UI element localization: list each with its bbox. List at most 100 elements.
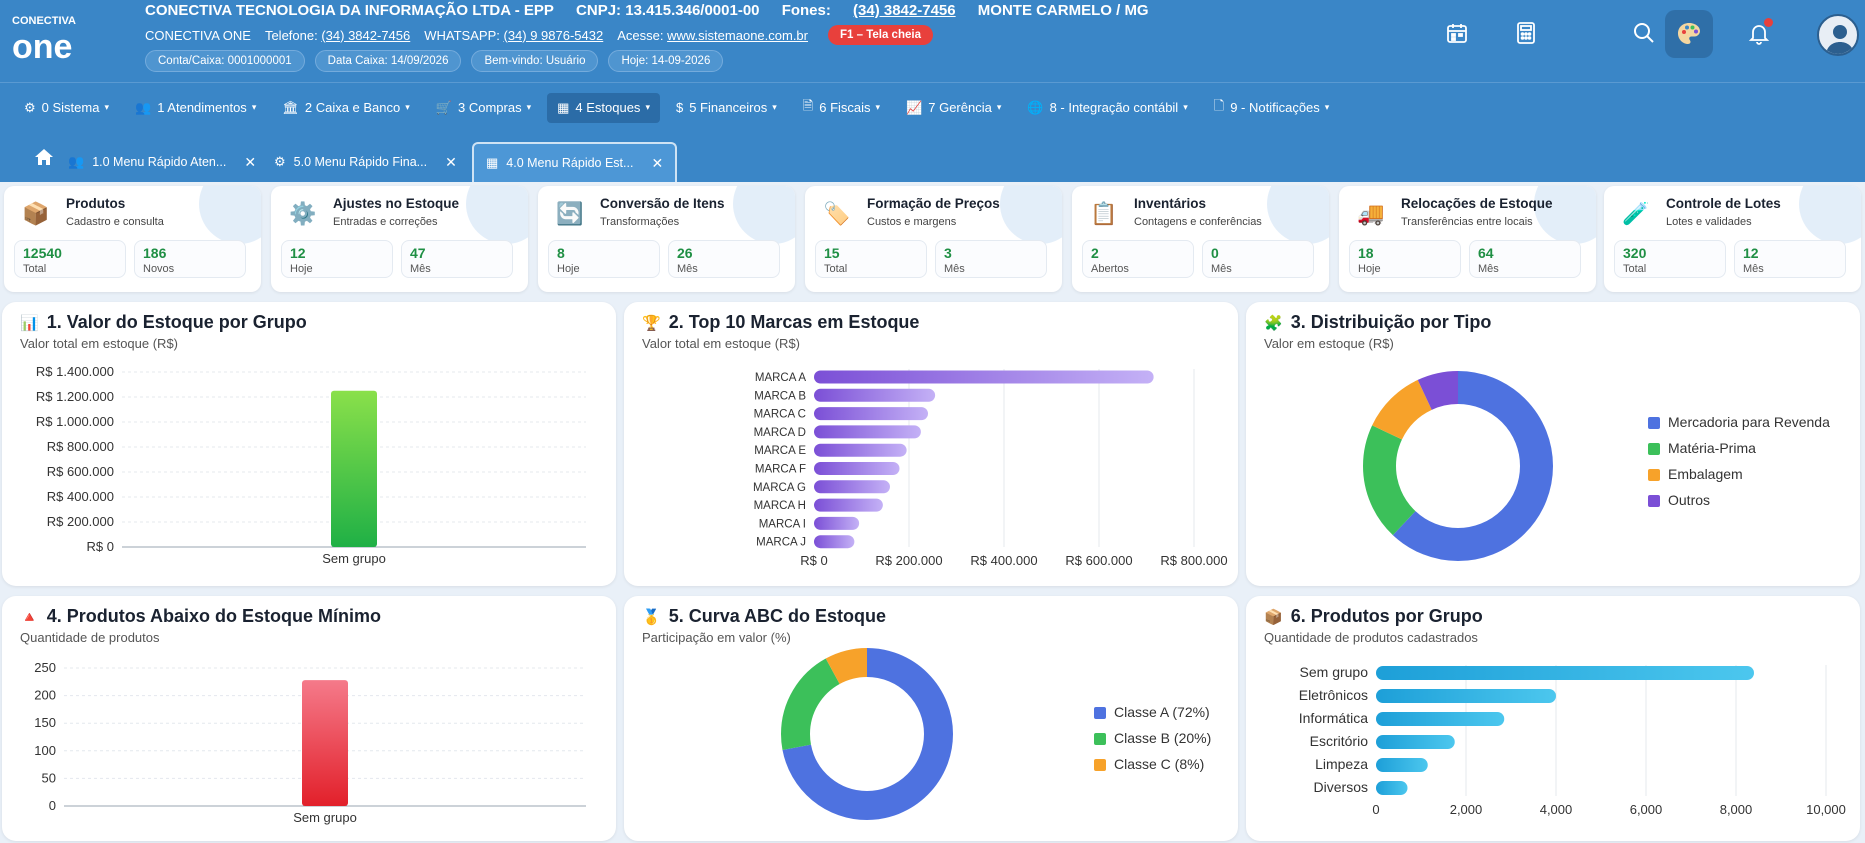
gear-icon: ⚙ bbox=[274, 154, 286, 169]
chart-top-marcas: R$ 0 R$ 200.000 R$ 400.000 R$ 600.000 R$ 800… bbox=[753, 369, 1228, 568]
tab-financeiros[interactable]: ⚙ 5.0 Menu Rápido Fina... ✕ bbox=[274, 153, 457, 170]
x-tick-label: 2,000 bbox=[1450, 802, 1483, 817]
close-icon[interactable]: ✕ bbox=[651, 154, 664, 171]
stat-box: 12 Hoje bbox=[281, 240, 393, 278]
telefone-link[interactable]: (34) 3842-7456 bbox=[321, 27, 411, 43]
palette-icon[interactable] bbox=[1665, 10, 1713, 58]
x-tick-label: 10,000 bbox=[1806, 802, 1846, 817]
stat-box: 186 Novos bbox=[134, 240, 246, 278]
y-tick-label: R$ 0 bbox=[87, 539, 114, 554]
donut-slice bbox=[781, 648, 953, 820]
stat-box: 26 Mês bbox=[668, 240, 780, 278]
menu-compras[interactable]: 🛒 3 Compras ▾ bbox=[435, 99, 532, 116]
y-category-label: Diversos bbox=[1314, 779, 1368, 795]
search-icon[interactable] bbox=[1627, 16, 1661, 50]
donut-slice bbox=[1363, 371, 1553, 561]
whatsapp-text: WHATSAPP: (34) 9 9876-5432 bbox=[424, 27, 604, 43]
x-tick-label: 8,000 bbox=[1720, 802, 1753, 817]
legend-swatch bbox=[1094, 733, 1106, 745]
card-formacao-precos[interactable]: 🏷️ Formação de Preços Custos e margens 1… bbox=[805, 186, 1062, 292]
user-avatar[interactable] bbox=[1817, 14, 1859, 56]
price-tag-icon: 🏷️ bbox=[823, 201, 851, 226]
menu-notificacoes[interactable]: 🗋 9 - Notificações ▾ bbox=[1204, 90, 1340, 126]
stat-box: 3 Mês bbox=[935, 240, 1047, 278]
tab-bar: 👥 1.0 Menu Rápido Aten... ✕ ⚙ 5.0 Menu Rápi… bbox=[0, 132, 1865, 182]
document-icon: 🗋 bbox=[1213, 97, 1225, 113]
legend-label: Mercadoria para Revenda bbox=[1668, 414, 1830, 430]
menu-gerencia[interactable]: 📈 7 Gerência ▾ bbox=[906, 99, 1002, 116]
chart-panel-produtos-grupo: 0 2,000 4,000 6,000 8,000 10,000 Sem grupo Elet… bbox=[1246, 596, 1860, 841]
close-icon[interactable]: ✕ bbox=[244, 153, 257, 170]
bank-icon: 🏛 bbox=[282, 99, 299, 115]
menu-sistema[interactable]: ⚙ 0 Sistema ▾ bbox=[24, 99, 109, 116]
bar bbox=[814, 516, 860, 530]
card-controle-lotes[interactable]: 🧪 Controle de Lotes Lotes e validades 32… bbox=[1604, 186, 1861, 292]
calendar-icon[interactable] bbox=[1440, 16, 1474, 50]
card-conversao-itens[interactable]: 🔄 Conversão de Itens Transformações 8 Hoj… bbox=[538, 186, 795, 292]
y-tick-label: 250 bbox=[34, 660, 56, 675]
chart-panel-curva-abc: Classe A (72%) Classe B (20%) Classe C (8%… bbox=[624, 596, 1238, 841]
website-link[interactable]: www.sistemaone.com.br bbox=[667, 27, 808, 43]
gear-icon: ⚙ bbox=[24, 99, 36, 115]
chart-panel-abaixo-minimo: 0 50 100 150 200 250 Sem grupo 🔺 4. Produtos Ab… bbox=[2, 596, 616, 841]
close-icon[interactable]: ✕ bbox=[445, 153, 457, 170]
chevron-down-icon: ▾ bbox=[526, 102, 532, 112]
stat-box: 47 Mês bbox=[401, 240, 513, 278]
menu-financeiros[interactable]: $5 Financeiros ▾ bbox=[675, 100, 777, 115]
y-tick-label: 0 bbox=[49, 798, 56, 813]
y-tick-label: R$ 600.000 bbox=[47, 464, 114, 479]
donut-slice bbox=[1363, 371, 1553, 561]
card-produtos[interactable]: 📦 Produtos Cadastro e consulta 12540 Tota… bbox=[4, 186, 261, 292]
y-category-label: MARCA C bbox=[754, 409, 806, 421]
info-pills: Conta/Caixa: 0001000001 Data Caixa: 14/0… bbox=[145, 50, 724, 72]
chart-abaixo-estoque-minimo: 0 50 100 150 200 250 Sem grupo bbox=[34, 660, 586, 825]
menu-fiscais[interactable]: 🗎 6 Fiscais ▾ bbox=[793, 90, 890, 126]
panel-subtitle: Quantidade de produtos cadastrados bbox=[1264, 630, 1478, 645]
menu-integracao-contabil[interactable]: 🌐 8 - Integração contábil ▾ bbox=[1027, 99, 1188, 116]
calculator-icon[interactable] bbox=[1509, 16, 1543, 50]
fullscreen-button[interactable]: F1 – Tela cheia bbox=[828, 25, 933, 45]
bar-chart-icon: 📊 bbox=[20, 314, 39, 332]
whatsapp-link[interactable]: (34) 9 9876-5432 bbox=[503, 27, 604, 43]
panel-subtitle: Valor total em estoque (R$) bbox=[642, 336, 800, 351]
card-ajustes-estoque[interactable]: ⚙️ Ajustes no Estoque Entradas e correçõ… bbox=[271, 186, 528, 292]
medal-icon: 🥇 bbox=[642, 608, 661, 626]
chevron-down-icon: ▾ bbox=[875, 102, 881, 112]
tab-estoques[interactable]: ▦ 4.0 Menu Rápido Est... ✕ bbox=[472, 142, 678, 182]
x-tick-label: R$ 0 bbox=[800, 553, 827, 568]
panel-title: 2. Top 10 Marcas em Estoque bbox=[668, 312, 920, 332]
y-tick-label: R$ 1.200.000 bbox=[36, 389, 114, 404]
bar bbox=[331, 390, 377, 547]
y-tick-label: 200 bbox=[34, 688, 56, 703]
legend-label: Classe A (72%) bbox=[1114, 704, 1210, 720]
panel-subtitle: Valor total em estoque (R$) bbox=[20, 336, 178, 351]
y-category-label: MARCA D bbox=[754, 427, 806, 439]
chevron-down-icon: ▾ bbox=[1324, 102, 1330, 112]
legend-label: Outros bbox=[1668, 492, 1710, 508]
panel-title: 3. Distribuição por Tipo bbox=[1290, 312, 1492, 332]
users-icon: 👥 bbox=[68, 154, 85, 169]
stat-box: 15 Total bbox=[815, 240, 927, 278]
menu-caixa-banco[interactable]: 🏛 2 Caixa e Banco ▾ bbox=[282, 99, 410, 116]
conta-caixa-pill: Conta/Caixa: 0001000001 bbox=[145, 50, 305, 72]
chevron-down-icon: ▾ bbox=[251, 102, 257, 112]
brand-name: CONECTIVA ONE bbox=[145, 27, 251, 43]
bar bbox=[1376, 758, 1428, 772]
menu-estoques[interactable]: ▦ 4 Estoques ▾ bbox=[547, 92, 660, 123]
home-icon[interactable] bbox=[34, 148, 54, 166]
y-tick-label: 100 bbox=[34, 743, 56, 758]
chart-curva-abc: Classe A (72%) Classe B (20%) Classe C (8%… bbox=[781, 648, 1211, 820]
company-info-line: CONECTIVA TECNOLOGIA DA INFORMAÇÃO LTDA … bbox=[145, 2, 1167, 19]
menu-atendimentos[interactable]: 👥 1 Atendimentos ▾ bbox=[135, 99, 257, 116]
bar bbox=[302, 680, 348, 806]
conectiva-one-logo[interactable]: CONECTIVA one bbox=[12, 10, 112, 66]
puzzle-icon: 🧩 bbox=[1264, 314, 1283, 332]
test-tube-icon: 🧪 bbox=[1622, 201, 1650, 226]
tab-atendimentos[interactable]: 👥 1.0 Menu Rápido Aten... ✕ bbox=[68, 153, 257, 170]
bell-icon[interactable] bbox=[1742, 16, 1776, 50]
y-tick-label: R$ 200.000 bbox=[47, 514, 114, 529]
card-inventarios[interactable]: 📋 Inventários Contagens e conferências 2… bbox=[1072, 186, 1329, 292]
chevron-down-icon: ▾ bbox=[645, 102, 650, 112]
company-fones: Fones: (34) 3842-7456 bbox=[781, 2, 956, 19]
card-relocacoes-estoque[interactable]: 🚚 Relocações de Estoque Transferências e… bbox=[1339, 186, 1596, 292]
